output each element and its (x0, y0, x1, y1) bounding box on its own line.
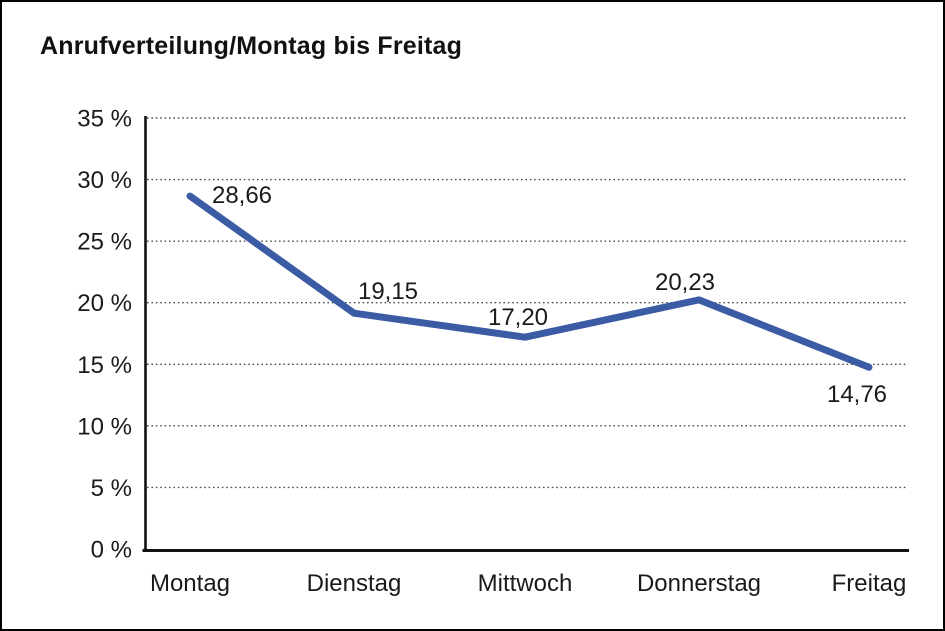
x-category-label: Montag (150, 570, 230, 597)
x-category-label: Dienstag (307, 570, 402, 597)
x-category-label: Mittwoch (478, 570, 573, 597)
y-tick-label: 20 % (77, 290, 132, 317)
y-tick-label: 0 % (91, 537, 132, 564)
y-tick-label: 35 % (77, 106, 132, 133)
y-tick-label: 15 % (77, 352, 132, 379)
y-tick-label: 25 % (77, 229, 132, 256)
y-tick-label: 10 % (77, 413, 132, 440)
data-point-label: 17,20 (488, 304, 548, 331)
data-point-label: 19,15 (358, 278, 418, 305)
chart-title: Anrufverteilung/Montag bis Freitag (40, 32, 463, 60)
data-point-label: 28,66 (212, 182, 272, 209)
y-tick-label: 30 % (77, 167, 132, 194)
data-point-label: 20,23 (655, 269, 715, 296)
data-line (186, 192, 873, 371)
x-category-label: Donnerstag (637, 570, 761, 597)
data-point-label: 14,76 (827, 381, 887, 408)
x-category-label: Freitag (832, 570, 907, 597)
y-tick-label: 5 % (91, 475, 132, 502)
